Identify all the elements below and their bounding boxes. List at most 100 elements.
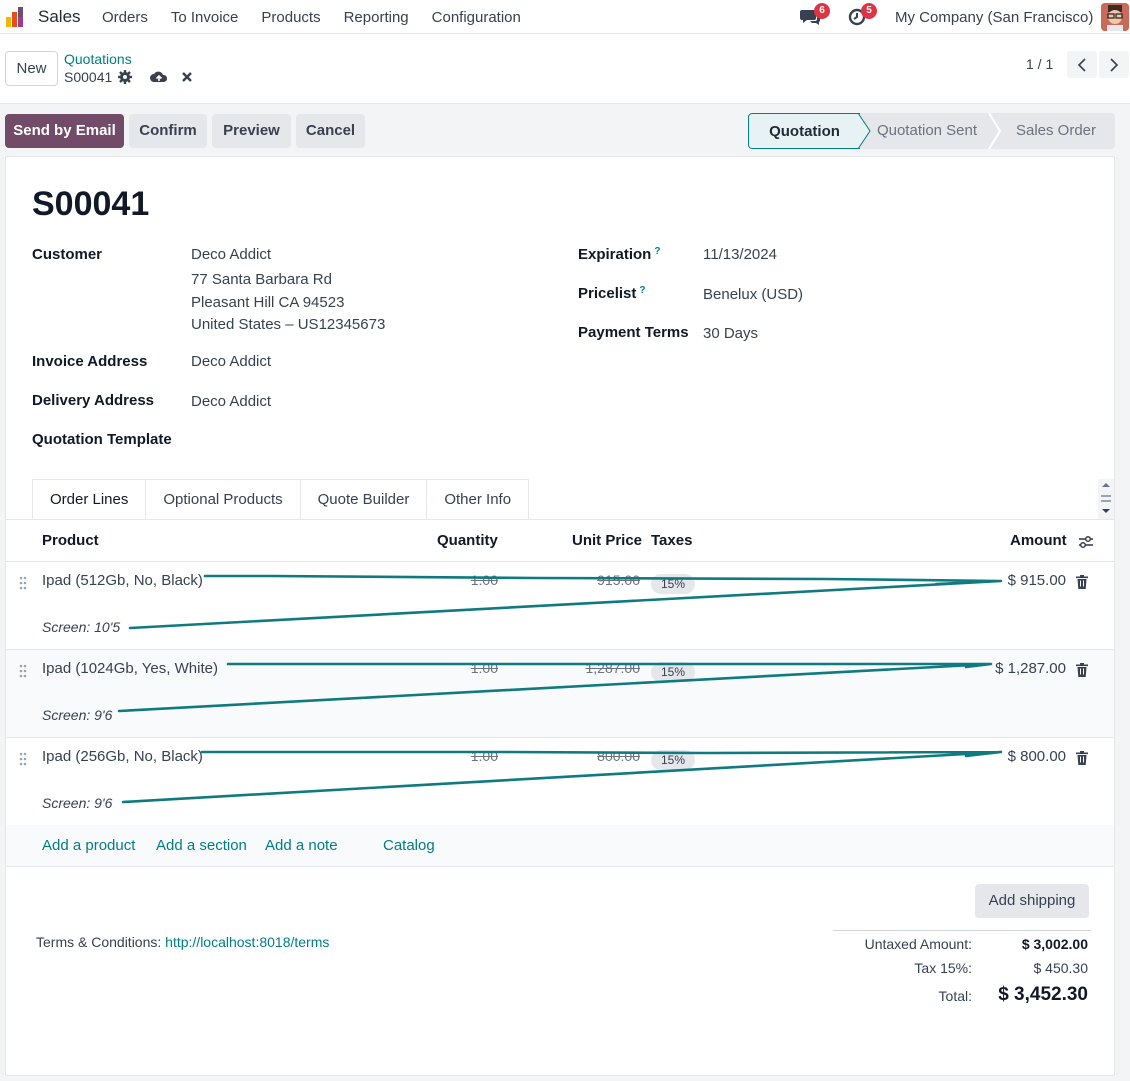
- line-note[interactable]: Screen: 10'5: [42, 619, 121, 635]
- drag-handle-icon[interactable]: [19, 752, 27, 766]
- stage-quotation-sent[interactable]: Quotation Sent: [876, 122, 978, 139]
- line-quantity[interactable]: 1.00: [470, 572, 498, 588]
- line-tax-badge[interactable]: 15%: [651, 750, 696, 770]
- send-by-email-button[interactable]: Send by Email: [5, 114, 124, 148]
- line-product[interactable]: Ipad (512Gb, No, Black): [42, 572, 203, 589]
- gear-icon[interactable]: [117, 69, 133, 85]
- expiration-field[interactable]: 11/13/2024: [703, 246, 777, 263]
- drag-handle-icon[interactable]: [19, 576, 27, 590]
- pricelist-field[interactable]: Benelux (USD): [703, 286, 804, 303]
- menu-configuration[interactable]: Configuration: [431, 9, 521, 26]
- help-icon[interactable]: ?: [654, 246, 661, 257]
- column-amount[interactable]: Amount: [1010, 532, 1067, 549]
- company-switcher[interactable]: My Company (San Francisco): [895, 9, 1094, 26]
- line-tax-badge[interactable]: 15%: [651, 574, 696, 594]
- total-value: $ 3,452.30: [998, 984, 1088, 1005]
- column-product[interactable]: Product: [42, 532, 99, 549]
- pager-previous-button[interactable]: [1067, 51, 1097, 78]
- chevron-left-icon: [1077, 57, 1086, 72]
- form-sheet: S00041 Customer Deco Addict 77 Santa Bar…: [5, 156, 1115, 1076]
- pricelist-label: Pricelist?: [578, 285, 645, 302]
- trash-icon[interactable]: [1076, 575, 1088, 589]
- breadcrumb-quotations[interactable]: Quotations: [64, 51, 132, 67]
- record-name: S00041: [64, 69, 112, 85]
- line-quantity[interactable]: 1.00: [470, 660, 498, 676]
- menu-products[interactable]: Products: [261, 9, 321, 26]
- sales-logo-icon[interactable]: [4, 5, 28, 29]
- preview-button[interactable]: Preview: [212, 114, 291, 148]
- line-note[interactable]: Screen: 9'6: [42, 795, 113, 811]
- column-unit-price[interactable]: Unit Price: [572, 532, 643, 549]
- table-header: Product Quantity Unit Price Taxes Amount: [6, 520, 1114, 562]
- line-amount: $ 1,287.00: [995, 660, 1066, 677]
- line-product[interactable]: Ipad (256Gb, No, Black): [42, 748, 203, 765]
- invoice-address-field[interactable]: Deco Addict: [191, 353, 272, 370]
- customer-field[interactable]: Deco Addict: [191, 246, 272, 263]
- line-quantity[interactable]: 1.00: [470, 748, 498, 764]
- line-amount: $ 800.00: [1007, 748, 1066, 765]
- scrollbar[interactable]: [1098, 479, 1114, 519]
- line-note[interactable]: Screen: 9'6: [42, 707, 113, 723]
- customer-address-line3: United States – US12345673: [191, 316, 386, 333]
- delivery-address-field[interactable]: Deco Addict: [191, 393, 272, 410]
- customer-address-line2: Pleasant Hill CA 94523: [191, 294, 345, 311]
- line-product[interactable]: Ipad (1024Gb, Yes, White): [42, 660, 218, 677]
- line-unit-price[interactable]: 915.00: [597, 572, 640, 588]
- tax-label: Tax 15%:: [914, 960, 972, 976]
- cloud-upload-icon[interactable]: [150, 69, 168, 85]
- cancel-button[interactable]: Cancel: [296, 114, 365, 148]
- table-row[interactable]: Ipad (512Gb, No, Black) 1.00 915.00 15% …: [6, 562, 1114, 650]
- new-button[interactable]: New: [5, 51, 58, 86]
- app-name[interactable]: Sales: [38, 7, 81, 26]
- stage-sales-order[interactable]: Sales Order: [1015, 122, 1097, 139]
- close-icon[interactable]: [181, 69, 193, 85]
- column-settings-icon[interactable]: [1078, 535, 1094, 549]
- pager-value[interactable]: 1 / 1: [1026, 56, 1054, 72]
- tabs-divider: [6, 519, 1114, 520]
- messages-badge: 6: [814, 3, 830, 19]
- menu-to-invoice[interactable]: To Invoice: [170, 9, 239, 26]
- stage-arrow: [858, 113, 871, 149]
- help-icon[interactable]: ?: [639, 285, 646, 296]
- tax-value: $ 450.30: [1033, 960, 1089, 976]
- line-tax-badge[interactable]: 15%: [651, 662, 696, 682]
- tab-other-info[interactable]: Other Info: [426, 479, 530, 519]
- tab-optional-products[interactable]: Optional Products: [145, 479, 301, 519]
- stage-quotation[interactable]: Quotation: [748, 113, 860, 149]
- payment-terms-field[interactable]: 30 Days: [703, 325, 759, 342]
- add-note-link[interactable]: Add a note: [265, 837, 338, 854]
- add-shipping-button[interactable]: Add shipping: [975, 884, 1089, 918]
- menu-orders[interactable]: Orders: [102, 9, 148, 26]
- column-taxes[interactable]: Taxes: [651, 532, 693, 549]
- line-unit-price[interactable]: 1,287.00: [585, 660, 641, 676]
- tab-quote-builder[interactable]: Quote Builder: [299, 479, 428, 519]
- add-line-row: Add a product Add a section Add a note C…: [6, 825, 1114, 867]
- invoice-address-label: Invoice Address: [32, 353, 148, 370]
- avatar[interactable]: [1101, 3, 1129, 31]
- catalog-link[interactable]: Catalog: [383, 837, 435, 854]
- expiration-label-text: Expiration: [578, 246, 652, 263]
- scrollbar-arrows-icon: [1101, 483, 1111, 513]
- terms-link[interactable]: http://localhost:8018/terms: [165, 934, 330, 950]
- confirm-button[interactable]: Confirm: [129, 114, 207, 148]
- quotation-template-field[interactable]: [191, 431, 551, 451]
- table-row[interactable]: Ipad (1024Gb, Yes, White) 1.00 1,287.00 …: [6, 650, 1114, 738]
- table-row[interactable]: Ipad (256Gb, No, Black) 1.00 800.00 15% …: [6, 738, 1114, 826]
- terms-label: Terms & Conditions:: [36, 934, 162, 950]
- stage-separator: [988, 113, 1002, 149]
- drag-handle-icon[interactable]: [19, 664, 27, 678]
- column-quantity[interactable]: Quantity: [437, 532, 498, 549]
- pager-next-button[interactable]: [1099, 51, 1129, 78]
- tab-order-lines[interactable]: Order Lines: [32, 479, 147, 519]
- terms-conditions: Terms & Conditions: http://localhost:801…: [36, 934, 329, 950]
- customer-address-line1: 77 Santa Barbara Rd: [191, 271, 332, 288]
- menu-reporting[interactable]: Reporting: [343, 9, 409, 26]
- line-unit-price[interactable]: 800.00: [597, 748, 640, 764]
- expiration-label: Expiration?: [578, 246, 660, 263]
- action-bar: Send by Email Confirm Preview Cancel Quo…: [0, 104, 1130, 154]
- trash-icon[interactable]: [1076, 751, 1088, 765]
- add-section-link[interactable]: Add a section: [156, 837, 247, 854]
- control-panel: New Quotations S00041 1 / 1: [0, 34, 1130, 104]
- add-product-link[interactable]: Add a product: [42, 837, 136, 854]
- trash-icon[interactable]: [1076, 663, 1088, 677]
